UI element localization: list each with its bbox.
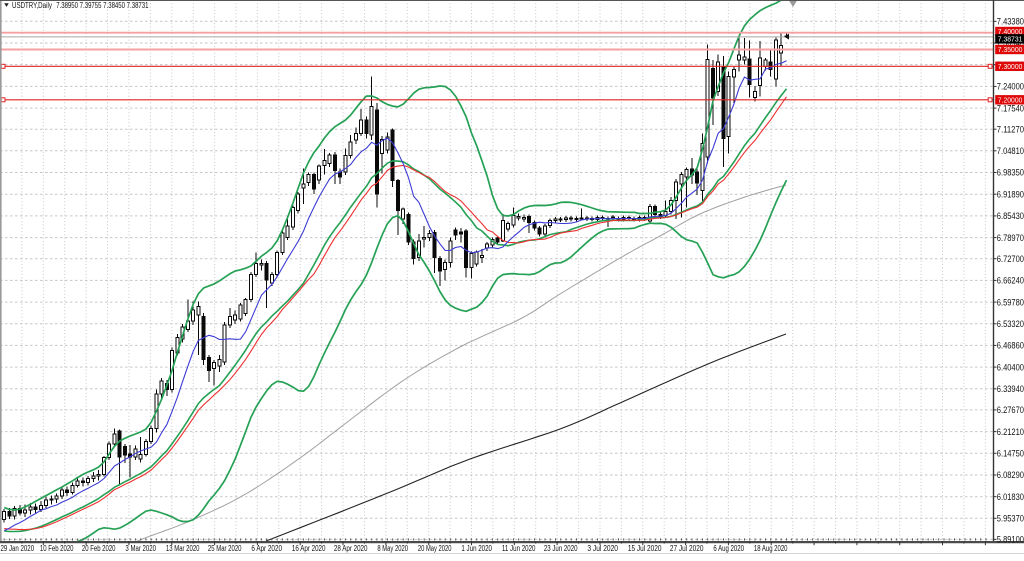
svg-text:USDTRY,Daily: USDTRY,Daily [12, 1, 52, 10]
svg-text:6.14750: 6.14750 [997, 449, 1024, 459]
svg-text:7.40000: 7.40000 [998, 27, 1023, 36]
svg-text:3 Mar 2020: 3 Mar 2020 [125, 544, 156, 553]
svg-text:6.72700: 6.72700 [997, 254, 1024, 264]
svg-text:3 Jul 2020: 3 Jul 2020 [587, 544, 618, 553]
svg-text:6.27670: 6.27670 [997, 405, 1024, 415]
svg-text:20 Feb 2020: 20 Feb 2020 [82, 544, 116, 553]
svg-text:8 May 2020: 8 May 2020 [377, 544, 408, 553]
svg-text:28 Apr 2020: 28 Apr 2020 [334, 544, 368, 553]
svg-text:7.30000: 7.30000 [998, 62, 1023, 71]
svg-text:6.08290: 6.08290 [997, 470, 1024, 480]
svg-text:7.43380: 7.43380 [997, 17, 1024, 27]
svg-text:7.20000: 7.20000 [998, 95, 1023, 104]
svg-text:7.38950 7.39755 7.38450 7.3873: 7.38950 7.39755 7.38450 7.38731 [56, 1, 148, 10]
svg-text:10 Feb 2020: 10 Feb 2020 [40, 544, 74, 553]
svg-text:6.01830: 6.01830 [997, 492, 1024, 502]
svg-text:6.21210: 6.21210 [997, 427, 1024, 437]
svg-text:7.35000: 7.35000 [998, 45, 1023, 54]
svg-text:6 Aug 2020: 6 Aug 2020 [713, 544, 744, 553]
svg-text:6.33940: 6.33940 [997, 384, 1024, 394]
svg-text:6.78970: 6.78970 [997, 233, 1024, 243]
svg-text:29 Jan 2020: 29 Jan 2020 [1, 544, 35, 553]
svg-text:1 Jun 2020: 1 Jun 2020 [461, 544, 492, 553]
svg-text:25 Mar 2020: 25 Mar 2020 [208, 544, 242, 553]
svg-text:6.66240: 6.66240 [997, 276, 1024, 286]
svg-text:7.38731: 7.38731 [998, 35, 1023, 44]
svg-text:27 Jul 2020: 27 Jul 2020 [670, 544, 704, 553]
svg-text:6.53320: 6.53320 [997, 319, 1024, 329]
svg-text:7.11270: 7.11270 [997, 124, 1024, 134]
svg-text:6.40400: 6.40400 [997, 362, 1024, 372]
svg-text:23 Jun 2020: 23 Jun 2020 [544, 544, 578, 553]
svg-text:5.95370: 5.95370 [997, 514, 1024, 524]
svg-text:5.89100: 5.89100 [997, 535, 1024, 545]
svg-text:13 Mar 2020: 13 Mar 2020 [166, 544, 200, 553]
svg-text:7.24000: 7.24000 [997, 82, 1024, 92]
svg-text:16 Apr 2020: 16 Apr 2020 [292, 544, 326, 553]
svg-text:7.17540: 7.17540 [997, 103, 1024, 113]
svg-text:6.85430: 6.85430 [997, 211, 1024, 221]
svg-text:11 Jun 2020: 11 Jun 2020 [502, 544, 536, 553]
svg-text:6 Apr 2020: 6 Apr 2020 [251, 544, 282, 553]
svg-text:6.46860: 6.46860 [997, 341, 1024, 351]
svg-text:6.59780: 6.59780 [997, 297, 1024, 307]
svg-text:6.91890: 6.91890 [997, 189, 1024, 199]
svg-text:6.98350: 6.98350 [997, 168, 1024, 178]
svg-text:15 Jul 2020: 15 Jul 2020 [628, 544, 662, 553]
svg-text:20 May 2020: 20 May 2020 [418, 544, 452, 553]
svg-text:7.04810: 7.04810 [997, 146, 1024, 156]
svg-text:18 Aug 2020: 18 Aug 2020 [754, 544, 788, 553]
